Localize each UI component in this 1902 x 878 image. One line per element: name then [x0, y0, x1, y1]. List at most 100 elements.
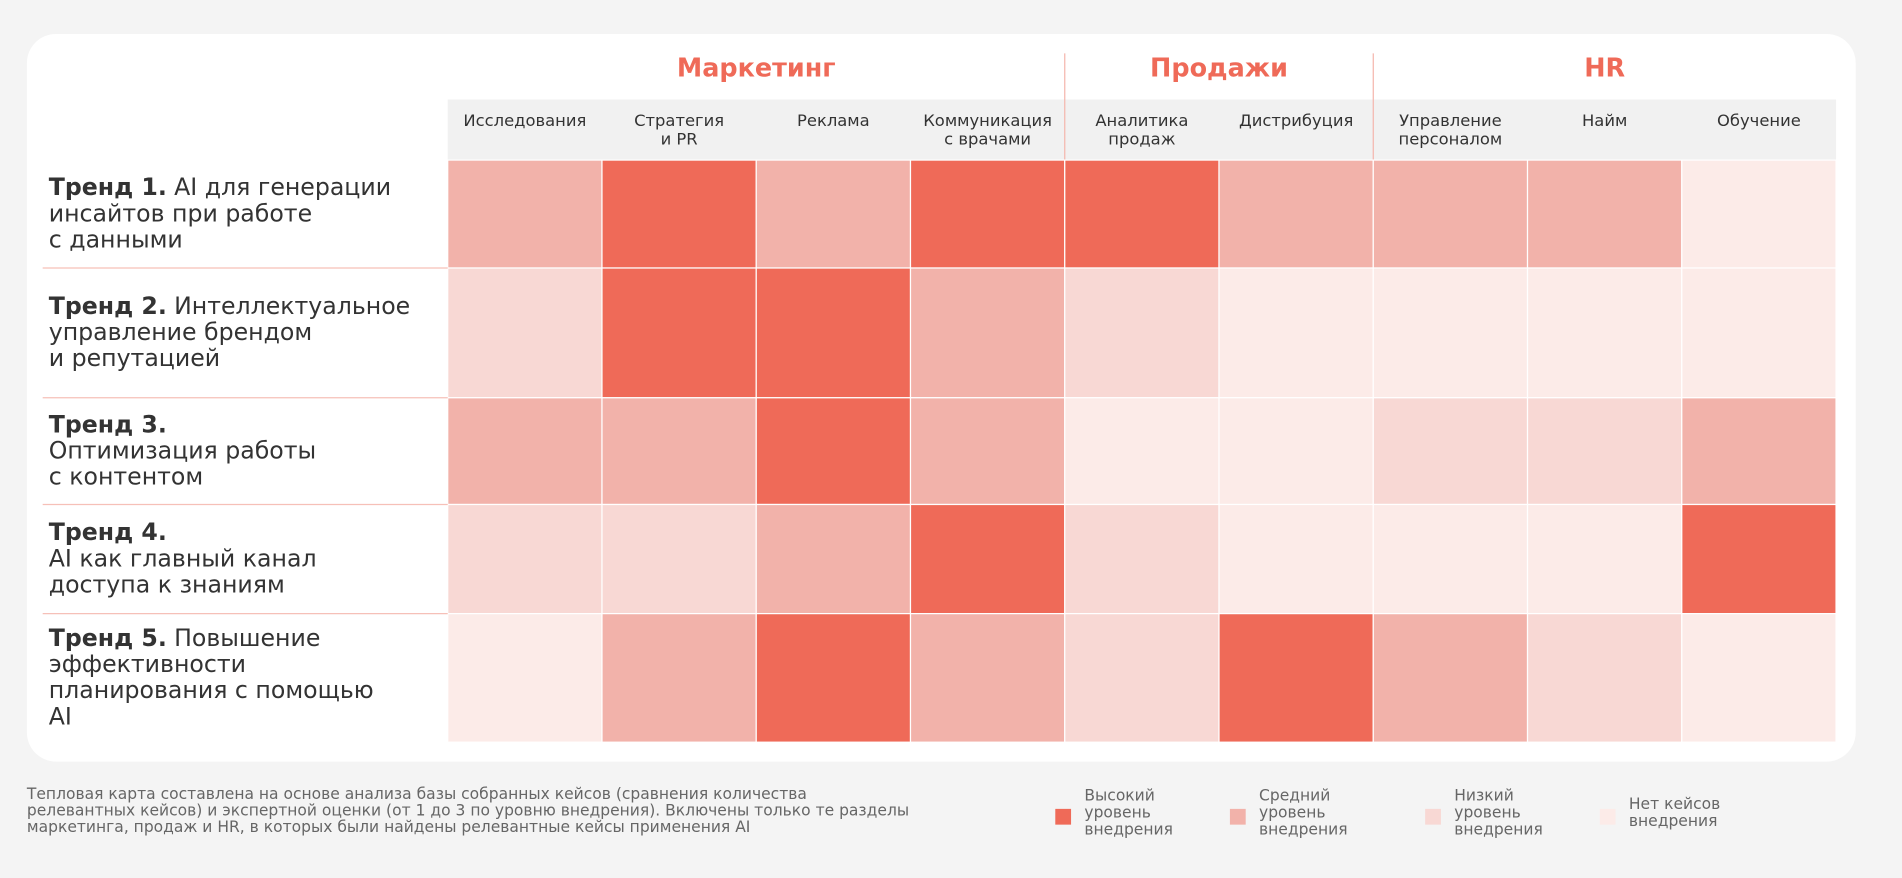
column-header: Аналитика	[1095, 111, 1188, 130]
heat-cell	[909, 397, 1066, 506]
trend-title: AI	[49, 702, 72, 730]
heat-cell	[909, 159, 1066, 269]
trend-number: Тренд 2.	[49, 292, 167, 320]
legend-label: внедрения	[1454, 820, 1543, 838]
heat-cell	[447, 397, 603, 506]
footnote: маркетинга, продаж и HR, в которых были …	[27, 818, 750, 836]
heat-cell	[1681, 397, 1837, 506]
column-header: Реклама	[797, 111, 870, 130]
trend-number: Тренд 4.	[49, 518, 167, 546]
header-band	[447, 99, 1837, 161]
trend-title: и репутацией	[49, 344, 220, 372]
heat-cell	[909, 613, 1066, 743]
trend-number: Тренд 3.	[49, 410, 167, 438]
heat-cell	[1681, 503, 1837, 615]
heat-cell	[1372, 159, 1529, 269]
heat-cell	[1526, 503, 1683, 615]
legend-swatch	[1055, 808, 1072, 825]
trend-title: планирования с помощью	[49, 676, 374, 704]
heat-cell	[755, 159, 912, 269]
trend-title: Повышение	[174, 624, 320, 652]
footnote: релевантных кейсов) и экспертной оценки …	[27, 802, 909, 820]
heat-cell	[1372, 397, 1529, 506]
legend-label: уровень	[1084, 803, 1151, 821]
legend-label: Высокий	[1084, 786, 1154, 804]
heat-cell	[447, 159, 603, 269]
column-header: и PR	[661, 129, 698, 148]
group-header: Продажи	[1150, 53, 1288, 83]
column-header: продаж	[1108, 129, 1175, 148]
column-header: Обучение	[1717, 111, 1801, 130]
column-header: с врачами	[944, 129, 1031, 148]
legend-label: внедрения	[1084, 820, 1173, 838]
heat-cell	[1681, 267, 1837, 399]
column-header: Коммуникация	[923, 111, 1052, 130]
legend-label: Средний	[1259, 786, 1330, 804]
column-header: Исследования	[463, 111, 586, 130]
heat-cell	[447, 267, 603, 399]
heat-cell	[755, 397, 912, 506]
legend-label: уровень	[1454, 803, 1521, 821]
group-header: Маркетинг	[677, 53, 836, 83]
row-label: Тренд 3. Оптимизация работы с контентом	[49, 410, 316, 490]
heat-cell	[1526, 267, 1683, 399]
legend-swatch	[1229, 808, 1246, 825]
heat-cell	[601, 159, 757, 269]
heat-cell	[601, 267, 757, 399]
heat-cell	[755, 503, 912, 615]
heat-cell	[1218, 613, 1374, 743]
heat-cell	[601, 503, 757, 615]
heat-cell	[1372, 267, 1529, 399]
trend-title: с данными	[49, 225, 183, 253]
heat-cell	[601, 613, 757, 743]
legend-label: внедрения	[1259, 820, 1348, 838]
heat-cell	[755, 613, 912, 743]
heat-cell	[1681, 159, 1837, 269]
legend-swatch	[1425, 808, 1441, 825]
column-header: персоналом	[1399, 129, 1503, 148]
column-header: Дистрибуция	[1239, 111, 1353, 130]
heat-cell	[1526, 159, 1683, 269]
footnote: Тепловая карта составлена на основе анал…	[26, 785, 807, 803]
legend-label: Нет кейсов	[1629, 795, 1720, 813]
heat-cell	[1064, 613, 1220, 743]
heat-cell	[1064, 267, 1220, 399]
trend-title: с контентом	[49, 462, 203, 490]
heat-cell	[1372, 503, 1529, 615]
trend-title: доступа к знаниям	[49, 570, 285, 598]
heat-cell	[1064, 397, 1220, 506]
legend-label: уровень	[1259, 803, 1326, 821]
trend-title: управление брендом	[49, 318, 312, 346]
trend-title: инсайтов при работе	[49, 199, 312, 227]
heat-cell	[601, 397, 757, 506]
heat-cell	[1218, 397, 1374, 506]
legend-label: Низкий	[1454, 786, 1514, 804]
column-header: Найм	[1582, 111, 1627, 130]
heat-cell	[1372, 613, 1529, 743]
group-header: HR	[1584, 53, 1625, 83]
heat-cell	[1064, 159, 1220, 269]
heat-cell	[909, 503, 1066, 615]
heat-cell	[1526, 397, 1683, 506]
heat-cell	[1526, 613, 1683, 743]
column-header: Стратегия	[634, 111, 724, 130]
row-label: Тренд 1. AI для генерации инсайтов при раб…	[49, 173, 391, 253]
heat-cell	[1218, 159, 1374, 269]
trend-number: Тренд 5.	[49, 624, 167, 652]
trend-number: Тренд 1.	[49, 173, 167, 201]
column-header: Управление	[1399, 111, 1502, 130]
heat-cell	[1218, 267, 1374, 399]
legend-swatch	[1599, 808, 1616, 825]
heat-cell	[1218, 503, 1374, 615]
heat-cell	[1681, 613, 1837, 743]
trend-title: Интеллектуальное	[174, 292, 410, 320]
row-label: Тренд 4. AI как главный канал доступа к зн…	[49, 518, 317, 598]
heat-cell	[447, 613, 603, 743]
legend-label: внедрения	[1629, 812, 1718, 830]
heat-cell	[909, 267, 1066, 399]
trend-title: AI как главный канал	[49, 544, 317, 572]
row-label: Тренд 2. Интеллектуальное управление бренд…	[49, 292, 410, 372]
trend-title: AI для генерации	[174, 173, 391, 201]
row-label: Тренд 5. Повышение эффективности планирован…	[49, 624, 374, 730]
